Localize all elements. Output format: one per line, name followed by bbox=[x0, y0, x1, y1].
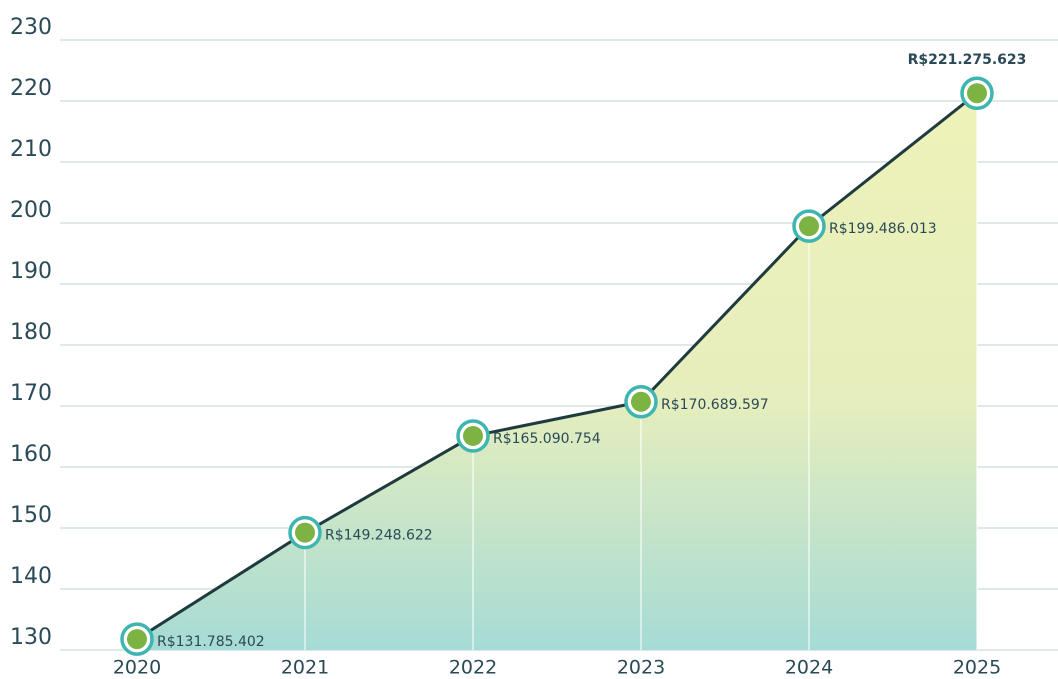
x-tick-label: 2020 bbox=[113, 657, 161, 679]
area bbox=[137, 93, 977, 651]
y-tick-label: 170 bbox=[10, 381, 52, 406]
x-tick-label: 2021 bbox=[281, 657, 329, 679]
value-label: R$221.275.623 bbox=[908, 52, 1027, 68]
x-tick-label: 2023 bbox=[617, 657, 665, 679]
y-tick-label: 230 bbox=[10, 15, 52, 40]
y-tick-label: 200 bbox=[10, 198, 52, 223]
x-tick-label: 2025 bbox=[953, 657, 1001, 679]
marker bbox=[799, 216, 819, 237]
marker bbox=[127, 629, 147, 650]
y-tick-label: 190 bbox=[10, 259, 52, 284]
value-label: R$170.689.597 bbox=[661, 397, 769, 413]
line bbox=[136, 92, 978, 641]
value-label: R$131.785.402 bbox=[157, 634, 265, 650]
y-tick-label: 140 bbox=[10, 564, 52, 589]
x-tick-label: 2022 bbox=[449, 657, 497, 679]
marker bbox=[295, 522, 315, 543]
value-label: R$149.248.622 bbox=[325, 528, 433, 544]
marker bbox=[631, 391, 651, 412]
y-tick-label: 180 bbox=[10, 320, 52, 345]
x-tick-label: 2024 bbox=[785, 657, 833, 679]
y-tick-label: 210 bbox=[10, 137, 52, 162]
y-tick-label: 130 bbox=[10, 625, 52, 650]
marker bbox=[463, 425, 483, 446]
y-tick-label: 160 bbox=[10, 442, 52, 467]
y-tick-label: 150 bbox=[10, 503, 52, 528]
value-label: R$199.486.013 bbox=[829, 221, 937, 237]
value-label: R$165.090.754 bbox=[493, 431, 601, 447]
y-tick-label: 220 bbox=[10, 76, 52, 101]
marker bbox=[967, 83, 987, 104]
